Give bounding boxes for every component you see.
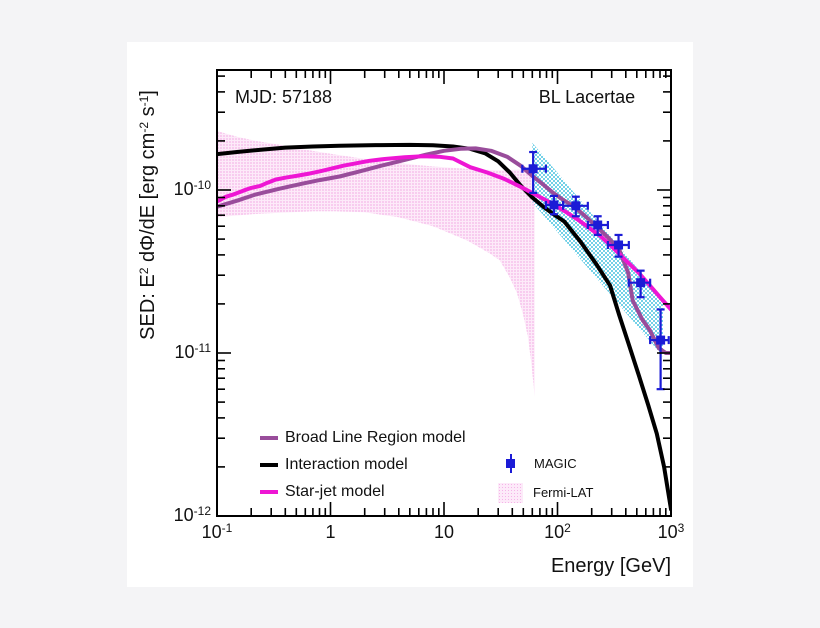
blr-line-swatch	[260, 435, 278, 440]
y-tick-label: 10-12	[173, 504, 211, 525]
y-axis-title: SED: E2 dΦ/dE [erg cm-2 s-1]	[137, 90, 159, 340]
legend-data: MAGIC Fermi-LAT	[498, 449, 593, 507]
legend-item-interaction: Interaction model	[260, 451, 466, 478]
x-tick-label: 103	[657, 521, 685, 542]
y-tick-label: 10-10	[173, 178, 211, 199]
legend-item-blr: Broad Line Region model	[260, 424, 466, 451]
fermi-band-swatch	[498, 482, 523, 503]
legend-models: Broad Line Region model Interaction mode…	[260, 424, 466, 505]
plot-frame	[216, 69, 672, 517]
interaction-line-swatch	[260, 462, 278, 467]
legend-label-interaction: Interaction model	[285, 455, 408, 473]
y-tick-label: 10-11	[174, 341, 211, 362]
legend-label-fermi: Fermi-LAT	[533, 485, 594, 500]
legend-item-magic: MAGIC	[498, 449, 593, 478]
x-tick-label: 102	[544, 521, 571, 542]
curve-star-jet-model	[217, 154, 671, 312]
legend-label-starjet: Star-jet model	[285, 482, 385, 500]
source-name-label: BL Lacertae	[538, 87, 636, 107]
sed-chart	[216, 69, 672, 517]
legend-item-starjet: Star-jet model	[260, 478, 466, 505]
fermi-lat-band	[217, 131, 535, 397]
legend-label-magic: MAGIC	[534, 456, 577, 471]
x-tick-label: 1	[325, 522, 336, 542]
mjd-label: MJD: 57188	[235, 87, 333, 107]
legend-label-blr: Broad Line Region model	[285, 428, 466, 446]
x-tick-label: 10	[433, 522, 455, 542]
magic-marker-errorbar	[509, 454, 512, 473]
x-axis-title: Energy [GeV]	[550, 555, 671, 577]
starjet-line-swatch	[260, 489, 278, 494]
legend-item-fermi: Fermi-LAT	[498, 478, 593, 507]
magic-uncertainty-band	[532, 142, 663, 357]
magic-data-points	[521, 150, 670, 391]
figure-panel: MJD: 57188 BL Lacertae SED: E2 dΦ/dE [er…	[127, 42, 693, 587]
magic-marker-icon	[506, 454, 515, 473]
x-tick-label: 10-1	[201, 521, 233, 542]
plot-area	[217, 131, 671, 512]
